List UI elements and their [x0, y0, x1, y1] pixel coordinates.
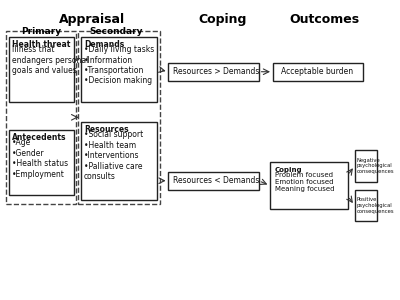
- Text: Outcomes: Outcomes: [289, 13, 359, 26]
- Text: Resources < Demands: Resources < Demands: [173, 176, 260, 185]
- FancyBboxPatch shape: [9, 37, 74, 102]
- Text: Coping: Coping: [198, 13, 247, 26]
- FancyBboxPatch shape: [354, 190, 377, 221]
- FancyBboxPatch shape: [270, 162, 348, 209]
- Text: Resources: Resources: [84, 125, 129, 134]
- Text: Coping: Coping: [275, 167, 302, 173]
- FancyBboxPatch shape: [81, 37, 157, 102]
- Text: •Social support
•Health team
•Interventions
•Palliative care
consults: •Social support •Health team •Interventi…: [84, 130, 143, 181]
- FancyBboxPatch shape: [168, 172, 259, 190]
- Text: Secondary: Secondary: [90, 27, 143, 36]
- FancyBboxPatch shape: [354, 150, 377, 182]
- Text: Primary: Primary: [21, 27, 61, 36]
- Text: Positive
psychological
consequences: Positive psychological consequences: [356, 197, 394, 214]
- Text: Problem focused
Emotion focused
Meaning focused: Problem focused Emotion focused Meaning …: [275, 172, 334, 191]
- FancyBboxPatch shape: [273, 63, 363, 81]
- Text: Appraisal: Appraisal: [58, 13, 125, 26]
- FancyBboxPatch shape: [168, 63, 259, 81]
- Text: Acceptable burden: Acceptable burden: [280, 67, 353, 76]
- Text: Health threat: Health threat: [12, 40, 70, 49]
- Text: Resources > Demands: Resources > Demands: [173, 67, 260, 76]
- Text: Illness that
endangers personal
goals and values: Illness that endangers personal goals an…: [12, 45, 88, 75]
- FancyBboxPatch shape: [81, 122, 157, 200]
- Text: Demands: Demands: [84, 40, 124, 49]
- Text: Negative
psychological
consequences: Negative psychological consequences: [356, 158, 394, 174]
- Text: Antecedents: Antecedents: [12, 133, 66, 142]
- FancyBboxPatch shape: [9, 130, 74, 195]
- Text: •Daily living tasks
•Information
•Transportation
•Decision making: •Daily living tasks •Information •Transp…: [84, 45, 154, 86]
- Text: •Age
•Gender
•Health status
•Employment: •Age •Gender •Health status •Employment: [12, 138, 68, 178]
